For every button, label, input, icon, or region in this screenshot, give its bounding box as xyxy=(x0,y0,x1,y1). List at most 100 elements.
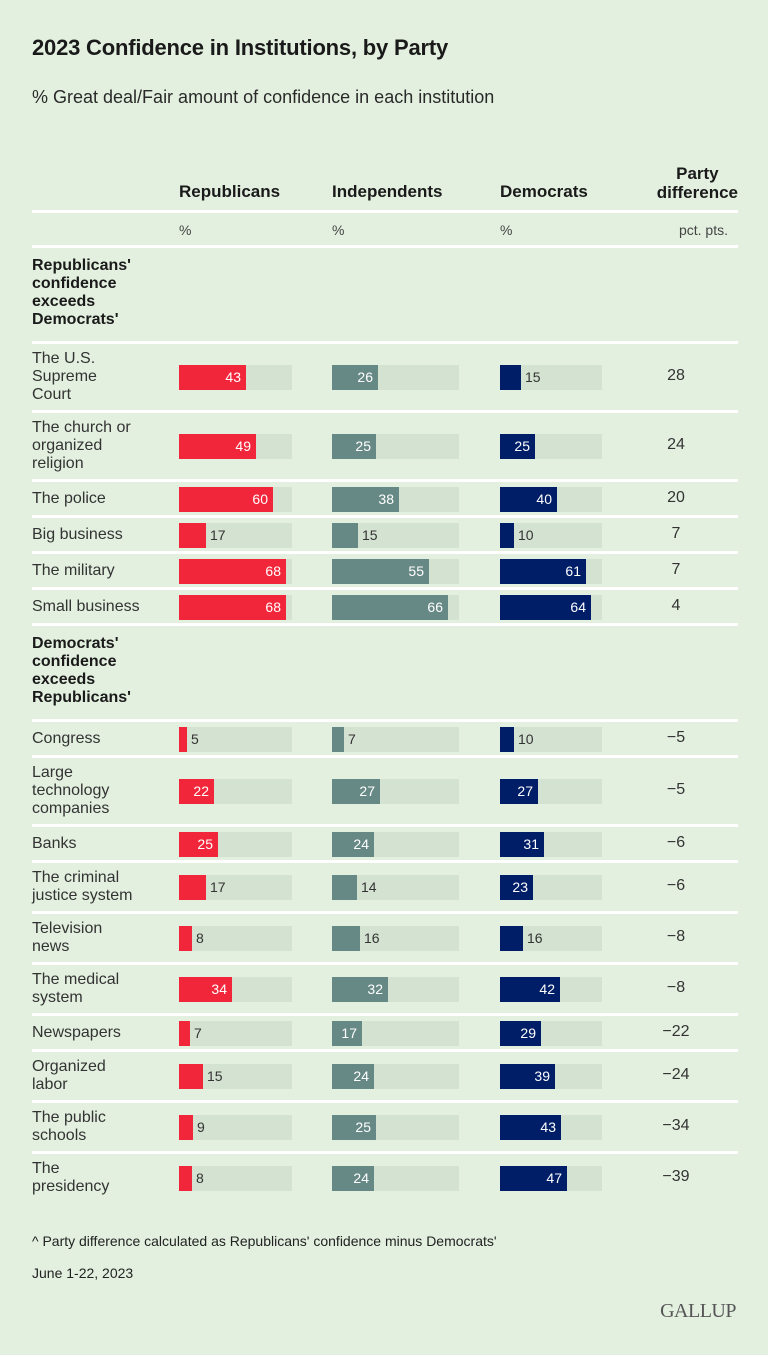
rep-bar-track: 25 xyxy=(179,831,292,857)
ind-bar-track: 26 xyxy=(332,365,459,390)
ind-bar-track: 14 xyxy=(332,875,459,900)
dem-value-label: 29 xyxy=(520,1024,536,1041)
divider xyxy=(32,1151,738,1154)
divider xyxy=(32,824,738,827)
ind-value-label: 16 xyxy=(364,930,380,946)
rep-value-label: 68 xyxy=(265,562,281,579)
dem-bar-track: 64 xyxy=(500,594,602,620)
ind-bar-track: 38 xyxy=(332,486,459,512)
party-difference-value: 28 xyxy=(667,367,685,384)
ind-bar-track: 15 xyxy=(332,522,459,548)
institution-label: Banks xyxy=(32,834,77,852)
rep-bar xyxy=(179,522,206,548)
rep-value-label: 68 xyxy=(265,598,281,615)
rep-bar-track: 68 xyxy=(179,558,292,584)
rep-value-label: 49 xyxy=(235,438,251,454)
rep-bar-track: 8 xyxy=(179,926,292,951)
institution-label: The church or organized religion xyxy=(32,419,131,472)
ind-bar xyxy=(332,434,376,459)
dem-value-label: 47 xyxy=(546,1170,562,1186)
table-row: The presidency 8 24 47 −39 xyxy=(32,1154,738,1202)
unit-dem: % xyxy=(500,222,513,238)
dem-value-label: 15 xyxy=(525,369,541,385)
ind-bar-track: 32 xyxy=(332,977,459,1002)
party-difference-value: 24 xyxy=(667,436,685,453)
ind-bar-track: 25 xyxy=(332,1115,459,1140)
header-democrats: Democrats xyxy=(500,182,588,201)
dem-bar xyxy=(500,365,521,390)
rep-bar-track: 5 xyxy=(179,726,292,752)
institution-label: Organized labor xyxy=(32,1058,106,1093)
rep-bar-track: 8 xyxy=(179,1166,292,1191)
ind-value-label: 24 xyxy=(353,835,369,852)
rep-value-label: 9 xyxy=(197,1119,205,1135)
ind-bar xyxy=(332,1064,374,1089)
dem-bar-track: 47 xyxy=(500,1166,602,1191)
ind-value-label: 7 xyxy=(348,730,356,747)
ind-bar xyxy=(332,1166,374,1191)
ind-value-label: 24 xyxy=(353,1170,369,1186)
header-republicans: Republicans xyxy=(179,182,281,201)
table-row: Small business 68 66 64 4 xyxy=(32,590,738,623)
table-row: The U.S. Supreme Court 43 26 15 28 xyxy=(32,344,738,410)
dem-bar-track: 23 xyxy=(500,875,602,900)
unit-rep: % xyxy=(179,222,192,238)
dem-value-label: 23 xyxy=(512,879,528,895)
divider xyxy=(32,1049,738,1052)
institution-label: Congress xyxy=(32,729,101,747)
section-header: Republicans' confidence exceeds Democrat… xyxy=(32,257,131,328)
divider xyxy=(32,587,738,590)
institution-label: The presidency xyxy=(32,1160,110,1195)
dem-bar-track: 15 xyxy=(500,365,602,390)
rep-value-label: 17 xyxy=(210,879,226,895)
rep-bar xyxy=(179,594,286,620)
dem-bar xyxy=(500,779,538,804)
dem-bar-track: 29 xyxy=(500,1020,602,1046)
dem-bar xyxy=(500,558,586,584)
rep-value-label: 8 xyxy=(196,930,204,946)
party-difference-value: 7 xyxy=(671,524,681,542)
header-diff-line1: Party xyxy=(676,164,719,183)
ind-value-label: 15 xyxy=(362,526,378,543)
party-difference-value: −24 xyxy=(662,1066,690,1083)
dem-bar-track: 40 xyxy=(500,486,602,512)
dem-bar xyxy=(500,1115,561,1140)
ind-value-label: 24 xyxy=(353,1068,369,1084)
institution-label: Television news xyxy=(32,920,103,955)
rep-bar xyxy=(179,779,214,804)
ind-bar-track: 24 xyxy=(332,1064,459,1089)
table-row: Large technology companies 22 27 27 −5 xyxy=(32,758,738,824)
footnote: ^ Party difference calculated as Republi… xyxy=(32,1233,497,1249)
divider xyxy=(32,410,738,413)
rep-value-label: 22 xyxy=(193,783,209,799)
institution-label: The criminal justice system xyxy=(32,869,133,904)
ind-bar xyxy=(332,779,380,804)
dem-bar-track: 39 xyxy=(500,1064,602,1089)
dem-bar-track: 42 xyxy=(500,977,602,1002)
ind-value-label: 25 xyxy=(355,438,371,454)
rep-bar-track: 60 xyxy=(179,486,292,512)
ind-bar xyxy=(332,594,448,620)
ind-bar xyxy=(332,522,358,548)
dem-bar xyxy=(500,831,544,857)
header-independents: Independents xyxy=(332,182,443,201)
rep-value-label: 7 xyxy=(194,1024,202,1041)
party-difference-value: −5 xyxy=(666,728,686,746)
divider xyxy=(32,1100,738,1103)
dem-bar-track: 43 xyxy=(500,1115,602,1140)
table-row: Organized labor 15 24 39 −24 xyxy=(32,1052,738,1100)
ind-bar-track: 16 xyxy=(332,926,459,951)
party-difference-value: −34 xyxy=(662,1117,690,1134)
dem-value-label: 10 xyxy=(518,526,534,543)
rep-bar-track: 34 xyxy=(179,977,292,1002)
party-difference-value: −8 xyxy=(666,928,686,945)
ind-value-label: 26 xyxy=(357,369,373,385)
dem-value-label: 61 xyxy=(565,562,581,579)
unit-ind: % xyxy=(332,222,345,238)
chart-title: 2023 Confidence in Institutions, by Part… xyxy=(32,35,448,60)
ind-bar xyxy=(332,977,388,1002)
ind-bar-track: 66 xyxy=(332,594,459,620)
header-diff-line2: difference xyxy=(656,183,738,202)
institution-label: The U.S. Supreme Court xyxy=(32,350,97,403)
institution-label: The medical system xyxy=(32,971,120,1006)
